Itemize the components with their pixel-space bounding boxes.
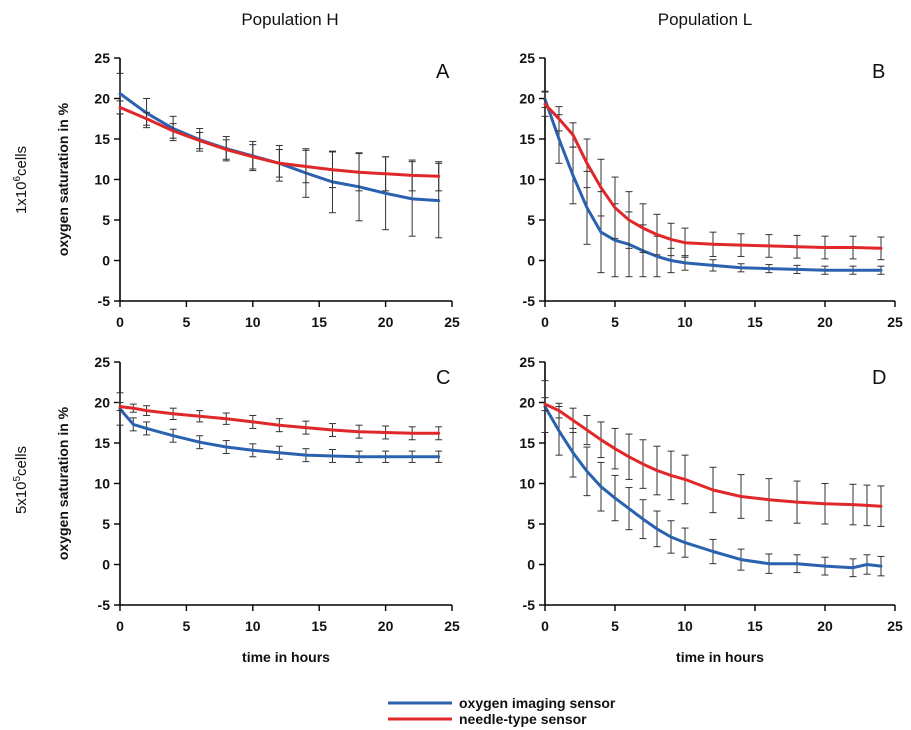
y-tick-label: -5	[523, 597, 536, 613]
x-tick-label: 25	[444, 314, 460, 330]
x-tick-label: 5	[611, 314, 619, 330]
x-tick-label: 25	[887, 314, 903, 330]
x-tick-label: 15	[747, 618, 763, 634]
x-tick-label: 0	[116, 314, 124, 330]
x-axis-label: time in hours	[676, 649, 764, 665]
column-header-population-h: Population H	[241, 10, 338, 29]
panel-letter: D	[872, 367, 886, 389]
panel-letter: C	[436, 367, 450, 389]
y-tick-label: 10	[94, 476, 110, 492]
y-tick-label: 0	[102, 557, 110, 573]
x-tick-label: 20	[817, 618, 833, 634]
x-tick-label: 5	[183, 314, 191, 330]
row-label-bottom: 5x105cells	[12, 446, 30, 514]
x-tick-label: 10	[677, 314, 693, 330]
x-tick-label: 10	[677, 618, 693, 634]
y-tick-label: 15	[519, 131, 535, 147]
series-line-red	[118, 405, 441, 435]
y-tick-label: 0	[527, 557, 535, 573]
series-line-blue	[543, 405, 883, 570]
y-tick-label: 25	[519, 50, 535, 66]
panel-d: -5 0 5 10 15 20 25 0 5 10 15 20 25 time in hours D	[519, 354, 903, 665]
series-red	[541, 397, 885, 527]
x-tick-label: 15	[311, 618, 327, 634]
x-tick-label: 20	[378, 618, 394, 634]
row-label-top: 1x106cells	[12, 146, 30, 214]
x-tick-label: 25	[444, 618, 460, 634]
series-red	[116, 100, 443, 192]
legend: oxygen imaging sensor needle-type sensor	[388, 695, 616, 727]
y-tick-label: 0	[527, 253, 535, 269]
y-tick-label: 20	[519, 395, 535, 411]
legend-label-oxygen-imaging: oxygen imaging sensor	[459, 695, 616, 711]
series-line-blue	[543, 97, 883, 272]
series-red	[541, 91, 885, 261]
series-red	[116, 402, 443, 441]
row-label-bottom-base: 5x10	[13, 482, 30, 515]
y-tick-label: 5	[102, 212, 110, 228]
row-label-bottom-exponent: 5	[12, 476, 23, 482]
x-tick-label: 5	[183, 618, 191, 634]
y-tick-label: 5	[527, 212, 535, 228]
x-tick-label: 25	[887, 618, 903, 634]
x-tick-label: 10	[245, 314, 261, 330]
series-line-red	[118, 105, 441, 178]
panel-letter: B	[872, 61, 885, 83]
column-header-population-l: Population L	[658, 10, 753, 29]
panel-b: -5 0 5 10 15 20 25 0 5 10 15 20 25 B	[519, 50, 903, 330]
y-tick-label: 20	[94, 395, 110, 411]
panel-letter: A	[436, 61, 450, 83]
x-tick-label: 15	[311, 314, 327, 330]
series-line-red	[543, 402, 883, 508]
x-tick-label: 5	[611, 618, 619, 634]
row-label-top-suffix: cells	[13, 146, 30, 176]
series-line-blue	[118, 407, 441, 459]
series-line-red	[543, 102, 883, 250]
series-blue	[541, 380, 885, 578]
y-tick-label: 5	[527, 516, 535, 532]
y-tick-label: 5	[102, 516, 110, 532]
y-axis-label: oxygen saturation in %	[55, 102, 71, 256]
x-axis-label: time in hours	[242, 649, 330, 665]
y-tick-label: -5	[98, 293, 111, 309]
x-tick-label: 20	[817, 314, 833, 330]
panel-c: -5 0 5 10 15 20 25 0 5 10 15 20 25 oxygen saturation …	[55, 354, 460, 665]
y-tick-label: 15	[94, 131, 110, 147]
y-tick-label: 10	[519, 172, 535, 188]
row-label-bottom-suffix: cells	[13, 446, 30, 476]
y-tick-label: 25	[94, 50, 110, 66]
y-axis-label: oxygen saturation in %	[55, 406, 71, 560]
legend-label-needle-type: needle-type sensor	[459, 711, 587, 727]
y-tick-label: 10	[519, 476, 535, 492]
y-tick-label: 15	[519, 435, 535, 451]
y-tick-label: 15	[94, 435, 110, 451]
y-tick-label: 20	[519, 91, 535, 107]
x-tick-label: 0	[541, 314, 549, 330]
x-tick-label: 20	[378, 314, 394, 330]
y-tick-label: 25	[94, 354, 110, 370]
x-tick-label: 15	[747, 314, 763, 330]
y-tick-label: 10	[94, 172, 110, 188]
y-tick-label: 20	[94, 91, 110, 107]
x-tick-label: 0	[116, 618, 124, 634]
series-blue	[116, 392, 443, 463]
y-tick-label: -5	[98, 597, 111, 613]
panel-a: -5 0 5 10 15 20 25 0 5 10 15 20 25 oxygen saturation …	[55, 50, 460, 330]
row-label-top-base: 1x10	[13, 182, 30, 215]
y-tick-label: 0	[102, 253, 110, 269]
x-tick-label: 10	[245, 618, 261, 634]
y-tick-label: -5	[523, 293, 536, 309]
x-tick-label: 0	[541, 618, 549, 634]
y-tick-label: 25	[519, 354, 535, 370]
row-label-top-exponent: 6	[12, 176, 23, 182]
